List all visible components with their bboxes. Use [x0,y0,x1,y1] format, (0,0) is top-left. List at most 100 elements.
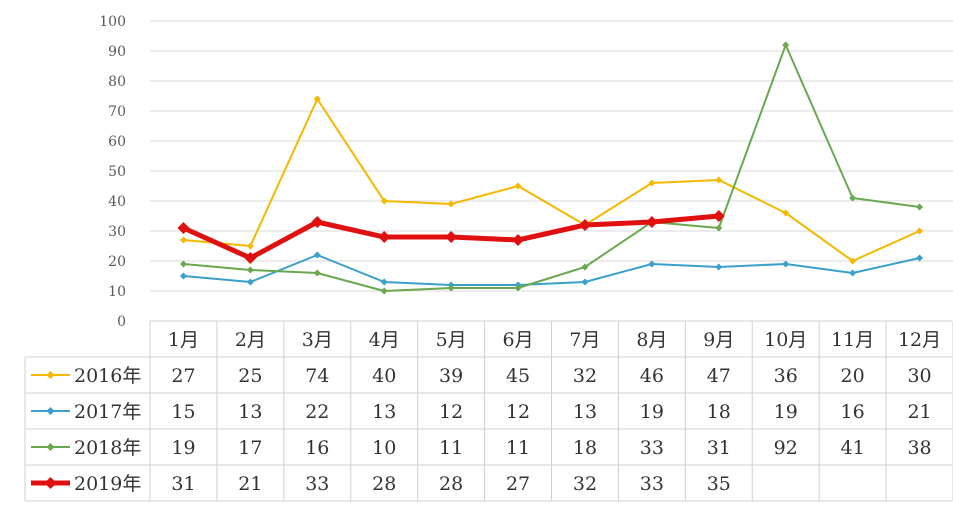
data-point [380,287,388,295]
data-point [246,278,254,286]
table-cell: 27 [506,473,530,495]
data-point [313,269,321,277]
table-cell: 92 [774,437,798,459]
data-point [246,266,254,274]
table-cell: 16 [305,437,329,459]
y-tick-label: 80 [108,74,126,90]
legend-label: 2019年 [74,473,141,495]
table-cell: 18 [707,401,731,423]
data-point [849,257,857,265]
table-cell: 32 [573,365,597,387]
table-cell: 31 [707,437,731,459]
x-tick-label: 12月 [898,329,941,351]
legend-marker [46,407,55,415]
y-tick-label: 50 [108,164,126,180]
y-tick-label: 0 [117,314,126,330]
series-line [182,98,921,262]
x-tick-label: 8月 [636,329,667,351]
series-line [182,44,921,292]
data-point [313,251,321,259]
y-tick-label: 90 [108,44,126,60]
legend-label: 2017年 [74,401,141,423]
data-point [246,242,254,250]
y-tick-label: 10 [108,284,126,300]
table-cell: 28 [372,473,396,495]
table-cell: 10 [372,437,396,459]
data-point [578,219,591,231]
data-point [514,284,522,292]
table-cell: 33 [305,473,329,495]
gridlines [150,20,953,292]
x-tick-label: 6月 [502,329,533,351]
y-tick-label: 30 [108,224,126,240]
table-cell: 15 [171,401,195,423]
table-cell: 19 [640,401,664,423]
data-point [445,231,458,243]
data-point [313,95,321,103]
table-cell: 31 [171,473,195,495]
data-point [581,278,589,286]
legend-label: 2018年 [74,437,141,459]
data-point [849,194,857,202]
table-cell: 21 [238,473,262,495]
x-tick-label: 1月 [168,329,199,351]
data-point [244,252,257,264]
table-cell: 28 [439,473,463,495]
table-cell: 38 [907,437,931,459]
x-tick-label: 4月 [369,329,400,351]
data-point [648,260,656,268]
data-point [447,284,455,292]
table-cell: 19 [774,401,798,423]
table-cell: 41 [841,437,865,459]
y-tick-label: 20 [108,254,126,270]
table-cell: 40 [372,365,396,387]
data-point [712,210,725,222]
x-tick-label: 5月 [436,329,467,351]
data-point [916,227,924,235]
table-cell: 27 [171,365,195,387]
y-tick-label: 60 [108,134,126,150]
x-tick-label: 7月 [569,329,600,351]
table-cell: 33 [640,437,664,459]
data-point [782,209,790,217]
y-tick-label: 40 [108,194,126,210]
table-cell: 12 [439,401,463,423]
data-point [645,216,658,228]
data-point [581,263,589,271]
x-tick-label: 11月 [831,329,874,351]
data-point [177,222,190,234]
data-point [380,197,388,205]
table-cell: 12 [506,401,530,423]
data-point [447,200,455,208]
legend-label: 2016年 [74,365,141,387]
data-point [782,260,790,268]
table-cell: 18 [573,437,597,459]
table-cell: 16 [841,401,865,423]
table-cell: 19 [171,437,195,459]
table-cell: 13 [372,401,396,423]
data-point [179,272,187,280]
data-point [715,176,723,184]
table-cell: 21 [907,401,931,423]
data-point [514,182,522,190]
table-cell: 39 [439,365,463,387]
y-tick-label: 70 [108,104,126,120]
data-point [849,269,857,277]
table-cell: 20 [841,365,865,387]
legend-marker [46,371,55,379]
y-axis: 0 10 20 30 40 50 60 70 80 90 100 [99,14,126,330]
table-cell: 13 [238,401,262,423]
x-tick-label: 3月 [302,329,333,351]
data-point [648,179,656,187]
table-cell: 17 [238,437,262,459]
legend-marker [46,443,55,451]
table-cell: 45 [506,365,530,387]
data-point [782,41,790,49]
table-cell: 11 [439,437,463,459]
data-point [916,254,924,262]
table-cell: 22 [305,401,329,423]
series-lines [177,41,924,295]
table-cell: 25 [238,365,262,387]
table-cell: 32 [573,473,597,495]
